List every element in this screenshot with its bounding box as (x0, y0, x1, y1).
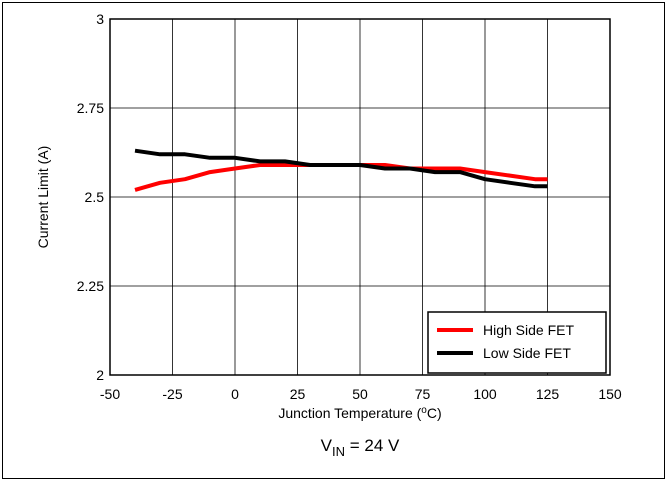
legend: High Side FET Low Side FET (427, 311, 607, 374)
x-tick-label: 150 (598, 386, 622, 402)
x-axis-ticks: -50 -25 0 25 50 75 100 125 150 (100, 386, 622, 402)
y-tick-label: 3 (96, 11, 104, 27)
x-tick-label: -50 (100, 386, 120, 402)
y-tick-label: 2.5 (85, 189, 105, 205)
legend-label-high-side: High Side FET (483, 322, 574, 338)
series-lines (134, 148, 548, 192)
y-tick-label: 2 (96, 367, 104, 383)
x-tick-label: 0 (231, 386, 239, 402)
series-line-low-side-fet (134, 148, 548, 189)
x-tick-label: 125 (536, 386, 560, 402)
y-axis-ticks: 2 2.25 2.5 2.75 3 (77, 11, 104, 383)
x-axis-title: Junction Temperature (oC) (278, 405, 441, 421)
y-tick-label: 2.75 (77, 100, 104, 116)
legend-box (427, 311, 607, 374)
y-axis-title: Current Limit (A) (35, 146, 51, 249)
legend-label-low-side: Low Side FET (483, 345, 571, 361)
x-tick-label: -25 (162, 386, 182, 402)
x-tick-label: 25 (290, 386, 306, 402)
condition-caption: VIN = 24 V (321, 436, 400, 459)
x-tick-label: 50 (352, 386, 368, 402)
plot-area (109, 18, 611, 376)
x-tick-label: 100 (473, 386, 497, 402)
x-tick-label: 75 (415, 386, 431, 402)
y-tick-label: 2.25 (77, 278, 104, 294)
chart-frame (2, 2, 665, 479)
